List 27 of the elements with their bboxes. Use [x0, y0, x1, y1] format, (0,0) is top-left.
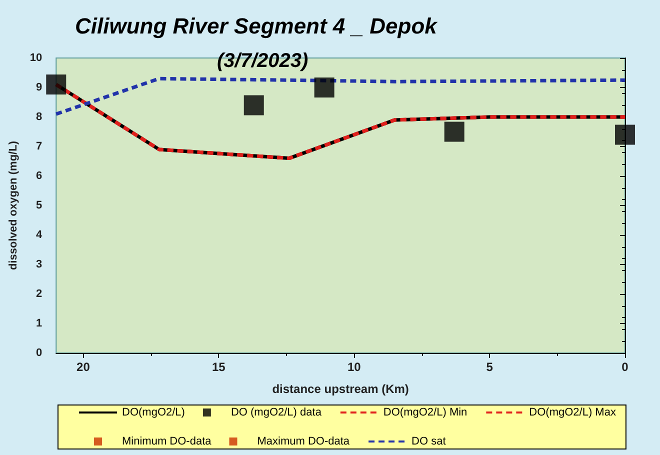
y-axis-title: dissolved oxygen (mg/L)	[8, 140, 20, 270]
legend-label: DO(mgO2/L) Min	[383, 406, 468, 418]
y-tick-label: 1	[36, 318, 42, 330]
y-tick-label: 8	[36, 111, 42, 123]
y-tick-label: 0	[36, 347, 42, 359]
x-tick-label: 0	[622, 360, 629, 374]
y-tick-label: 6	[36, 170, 42, 182]
y-tick-label: 5	[36, 200, 42, 212]
y-tick-label: 2	[36, 288, 42, 300]
x-tick-label: 5	[486, 360, 494, 374]
chart-title: Ciliwung River Segment 4 _ Depok	[75, 14, 439, 38]
legend-label: DO(mgO2/L) Max	[529, 406, 616, 418]
y-tick-label: 4	[36, 229, 44, 241]
legend-label: DO(mgO2/L)	[122, 406, 185, 418]
y-tick-label: 10	[30, 52, 42, 64]
x-axis-title: distance upstream (Km)	[272, 382, 409, 396]
x-tick-label: 20	[76, 360, 90, 374]
y-tick-label: 7	[36, 140, 42, 152]
x-tick-label: 15	[212, 360, 226, 374]
legend-label: Minimum DO-data	[122, 436, 212, 448]
y-tick-label: 9	[36, 82, 42, 94]
y-tick-label: 3	[36, 258, 42, 270]
legend-label: DO sat	[412, 436, 446, 448]
legend-label: Maximum DO-data	[257, 436, 350, 448]
x-tick-label: 10	[347, 360, 362, 374]
chart-subtitle: (3/7/2023)	[217, 50, 309, 72]
legend-label: DO (mgO2/L) data	[230, 406, 322, 418]
